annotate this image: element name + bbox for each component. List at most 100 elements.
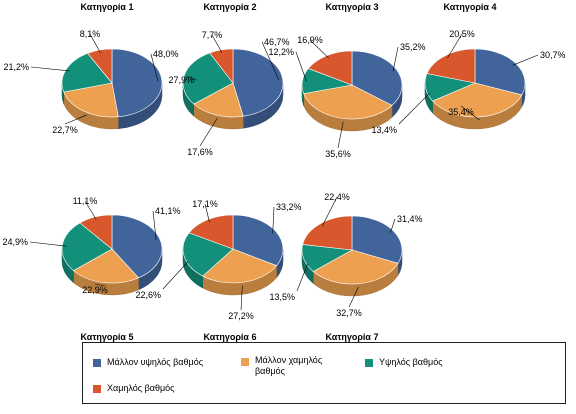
leader-line-5-2	[94, 283, 105, 287]
leader-line-4-1	[512, 54, 539, 66]
data-label-2-2: 17,6%	[187, 147, 213, 157]
data-label-4-1: 30,7%	[540, 50, 566, 60]
leader-line-3-3	[295, 51, 307, 82]
leader-line-6-1	[272, 206, 275, 234]
pie-3: 35,2% 35,6% 12,2%16,9%	[268, 35, 425, 159]
pie-slice-3-2	[303, 84, 393, 120]
data-label-5-2: 22,9%	[82, 285, 108, 295]
data-label-1-1: 48,0%	[153, 49, 179, 59]
pie-2: 46,7% 17,6% 27,9% 7,7%	[168, 30, 289, 157]
legend-swatch-4	[93, 385, 101, 393]
leader-line-2-2	[199, 118, 218, 147]
pie-slice-4-2	[432, 82, 523, 118]
pie-4: 30,7% 35,4% 13,4% 20,5%	[371, 29, 565, 135]
legend: Μάλλον υψηλός βαθμός Μάλλον χαμηλός βαθμό…	[82, 342, 566, 404]
pie-slice-5-2	[72, 248, 140, 284]
leader-line-7-4	[321, 196, 338, 227]
pie-slice-2-1	[232, 48, 284, 117]
leader-line-2-3	[187, 76, 197, 81]
data-label-3-3: 12,2%	[268, 47, 294, 57]
legend-label-3: Υψηλός βαθμός	[379, 357, 443, 367]
data-label-7-1: 31,4%	[397, 214, 423, 224]
pie-slice-1-3	[61, 52, 113, 93]
leader-line-4-3	[398, 93, 430, 125]
data-label-6-2: 27,2%	[228, 311, 254, 321]
pie-title-7: Κατηγορία 7	[326, 332, 379, 342]
pie-slice-1-2	[63, 82, 119, 118]
data-label-7-2: 32,7%	[336, 308, 362, 318]
legend-label-1: Μάλλον υψηλός βαθμός	[107, 357, 204, 367]
leader-line-3-2	[337, 121, 344, 149]
data-label-3-2: 35,6%	[325, 149, 351, 159]
leader-line-7-2	[348, 286, 359, 308]
data-label-4-4: 20,5%	[449, 29, 475, 39]
pie-slice-2-2	[193, 82, 244, 118]
leader-line-7-3	[296, 263, 308, 292]
leader-line-5-1	[152, 210, 157, 241]
pie-slice-5-1	[111, 214, 163, 279]
leader-line-3-1	[392, 46, 399, 72]
pie-slice-2-4	[209, 48, 234, 84]
pie-slice-6-1	[232, 214, 284, 267]
data-label-3-1: 35,2%	[400, 42, 426, 52]
leader-line-6-4	[204, 203, 210, 223]
leader-line-2-4	[211, 34, 223, 53]
legend-swatch-1	[93, 359, 101, 367]
leader-line-1-4	[89, 33, 101, 53]
leader-line-2-1	[261, 41, 280, 80]
pie-slice-3-1	[351, 50, 403, 106]
data-label-2-1: 46,7%	[264, 37, 290, 47]
data-label-7-4: 22,4%	[324, 192, 350, 202]
pie-slice-1-1	[111, 48, 163, 118]
data-label-3-4: 16,9%	[297, 35, 323, 45]
data-label-4-2: 35,4%	[448, 107, 474, 117]
pie-slice-2-3	[182, 52, 234, 105]
leader-line-5-3	[29, 241, 67, 247]
data-label-6-3: 22,6%	[135, 290, 161, 300]
data-label-1-4: 8,1%	[80, 29, 101, 39]
legend-label-2: Μάλλον χαμηλός βαθμός	[255, 355, 323, 376]
leader-line-1-3	[30, 66, 70, 72]
pie-slice-7-4	[302, 215, 353, 251]
leader-line-7-1	[390, 218, 396, 233]
data-label-6-4: 17,1%	[192, 199, 218, 209]
pie-slice-1-4	[87, 48, 113, 84]
pie-slice-7-2	[312, 249, 399, 285]
pie-slice-6-3	[182, 232, 234, 277]
pie-slice-6-4	[188, 214, 234, 250]
data-label-2-3: 27,9%	[168, 75, 194, 85]
pie-1: 48,0% 22,7% 21,2% 8,1%	[3, 29, 178, 135]
data-label-6-1: 33,2%	[276, 202, 302, 212]
data-label-2-4: 7,7%	[202, 30, 223, 40]
legend-label-4: Χαμηλός βαθμός	[107, 383, 175, 393]
data-label-5-4: 11,1%	[73, 196, 98, 206]
pie-title-6: Κατηγορία 6	[204, 332, 257, 342]
data-label-7-3: 13,5%	[269, 292, 295, 302]
leader-line-4-2	[460, 105, 480, 121]
pie-title-4: Κατηγορία 4	[444, 2, 497, 12]
leader-line-1-2	[64, 114, 87, 125]
pie-title-3: Κατηγορία 3	[326, 2, 379, 12]
pie-title-2: Κατηγορία 2	[204, 2, 257, 12]
leader-line-3-4	[309, 39, 329, 59]
leader-line-6-3	[162, 261, 189, 290]
pie-slice-4-4	[426, 48, 476, 84]
data-label-5-3: 24,9%	[2, 237, 28, 247]
pie-7: 31,4% 32,7% 13,5% 22,4%	[269, 192, 422, 318]
data-label-4-3: 13,4%	[371, 125, 397, 135]
legend-swatch-2	[241, 358, 249, 366]
pie-6: 33,2% 27,2% 22,6% 17,1%	[135, 199, 301, 321]
leader-line-6-2	[240, 285, 243, 311]
pie-title-5: Κατηγορία 5	[81, 332, 134, 342]
leader-line-1-1	[150, 53, 159, 82]
data-label-1-2: 22,7%	[52, 125, 78, 135]
pie-slice-6-2	[202, 248, 278, 284]
pie-title-1: Κατηγορία 1	[81, 2, 134, 12]
pie-5: 41,1% 22,9% 24,9% 11,1%	[2, 196, 181, 296]
leader-line-4-4	[447, 33, 463, 59]
legend-swatch-3	[365, 359, 373, 367]
data-label-5-1: 41,1%	[155, 206, 181, 216]
data-label-1-3: 21,2%	[3, 62, 29, 72]
leader-line-5-4	[84, 200, 97, 220]
